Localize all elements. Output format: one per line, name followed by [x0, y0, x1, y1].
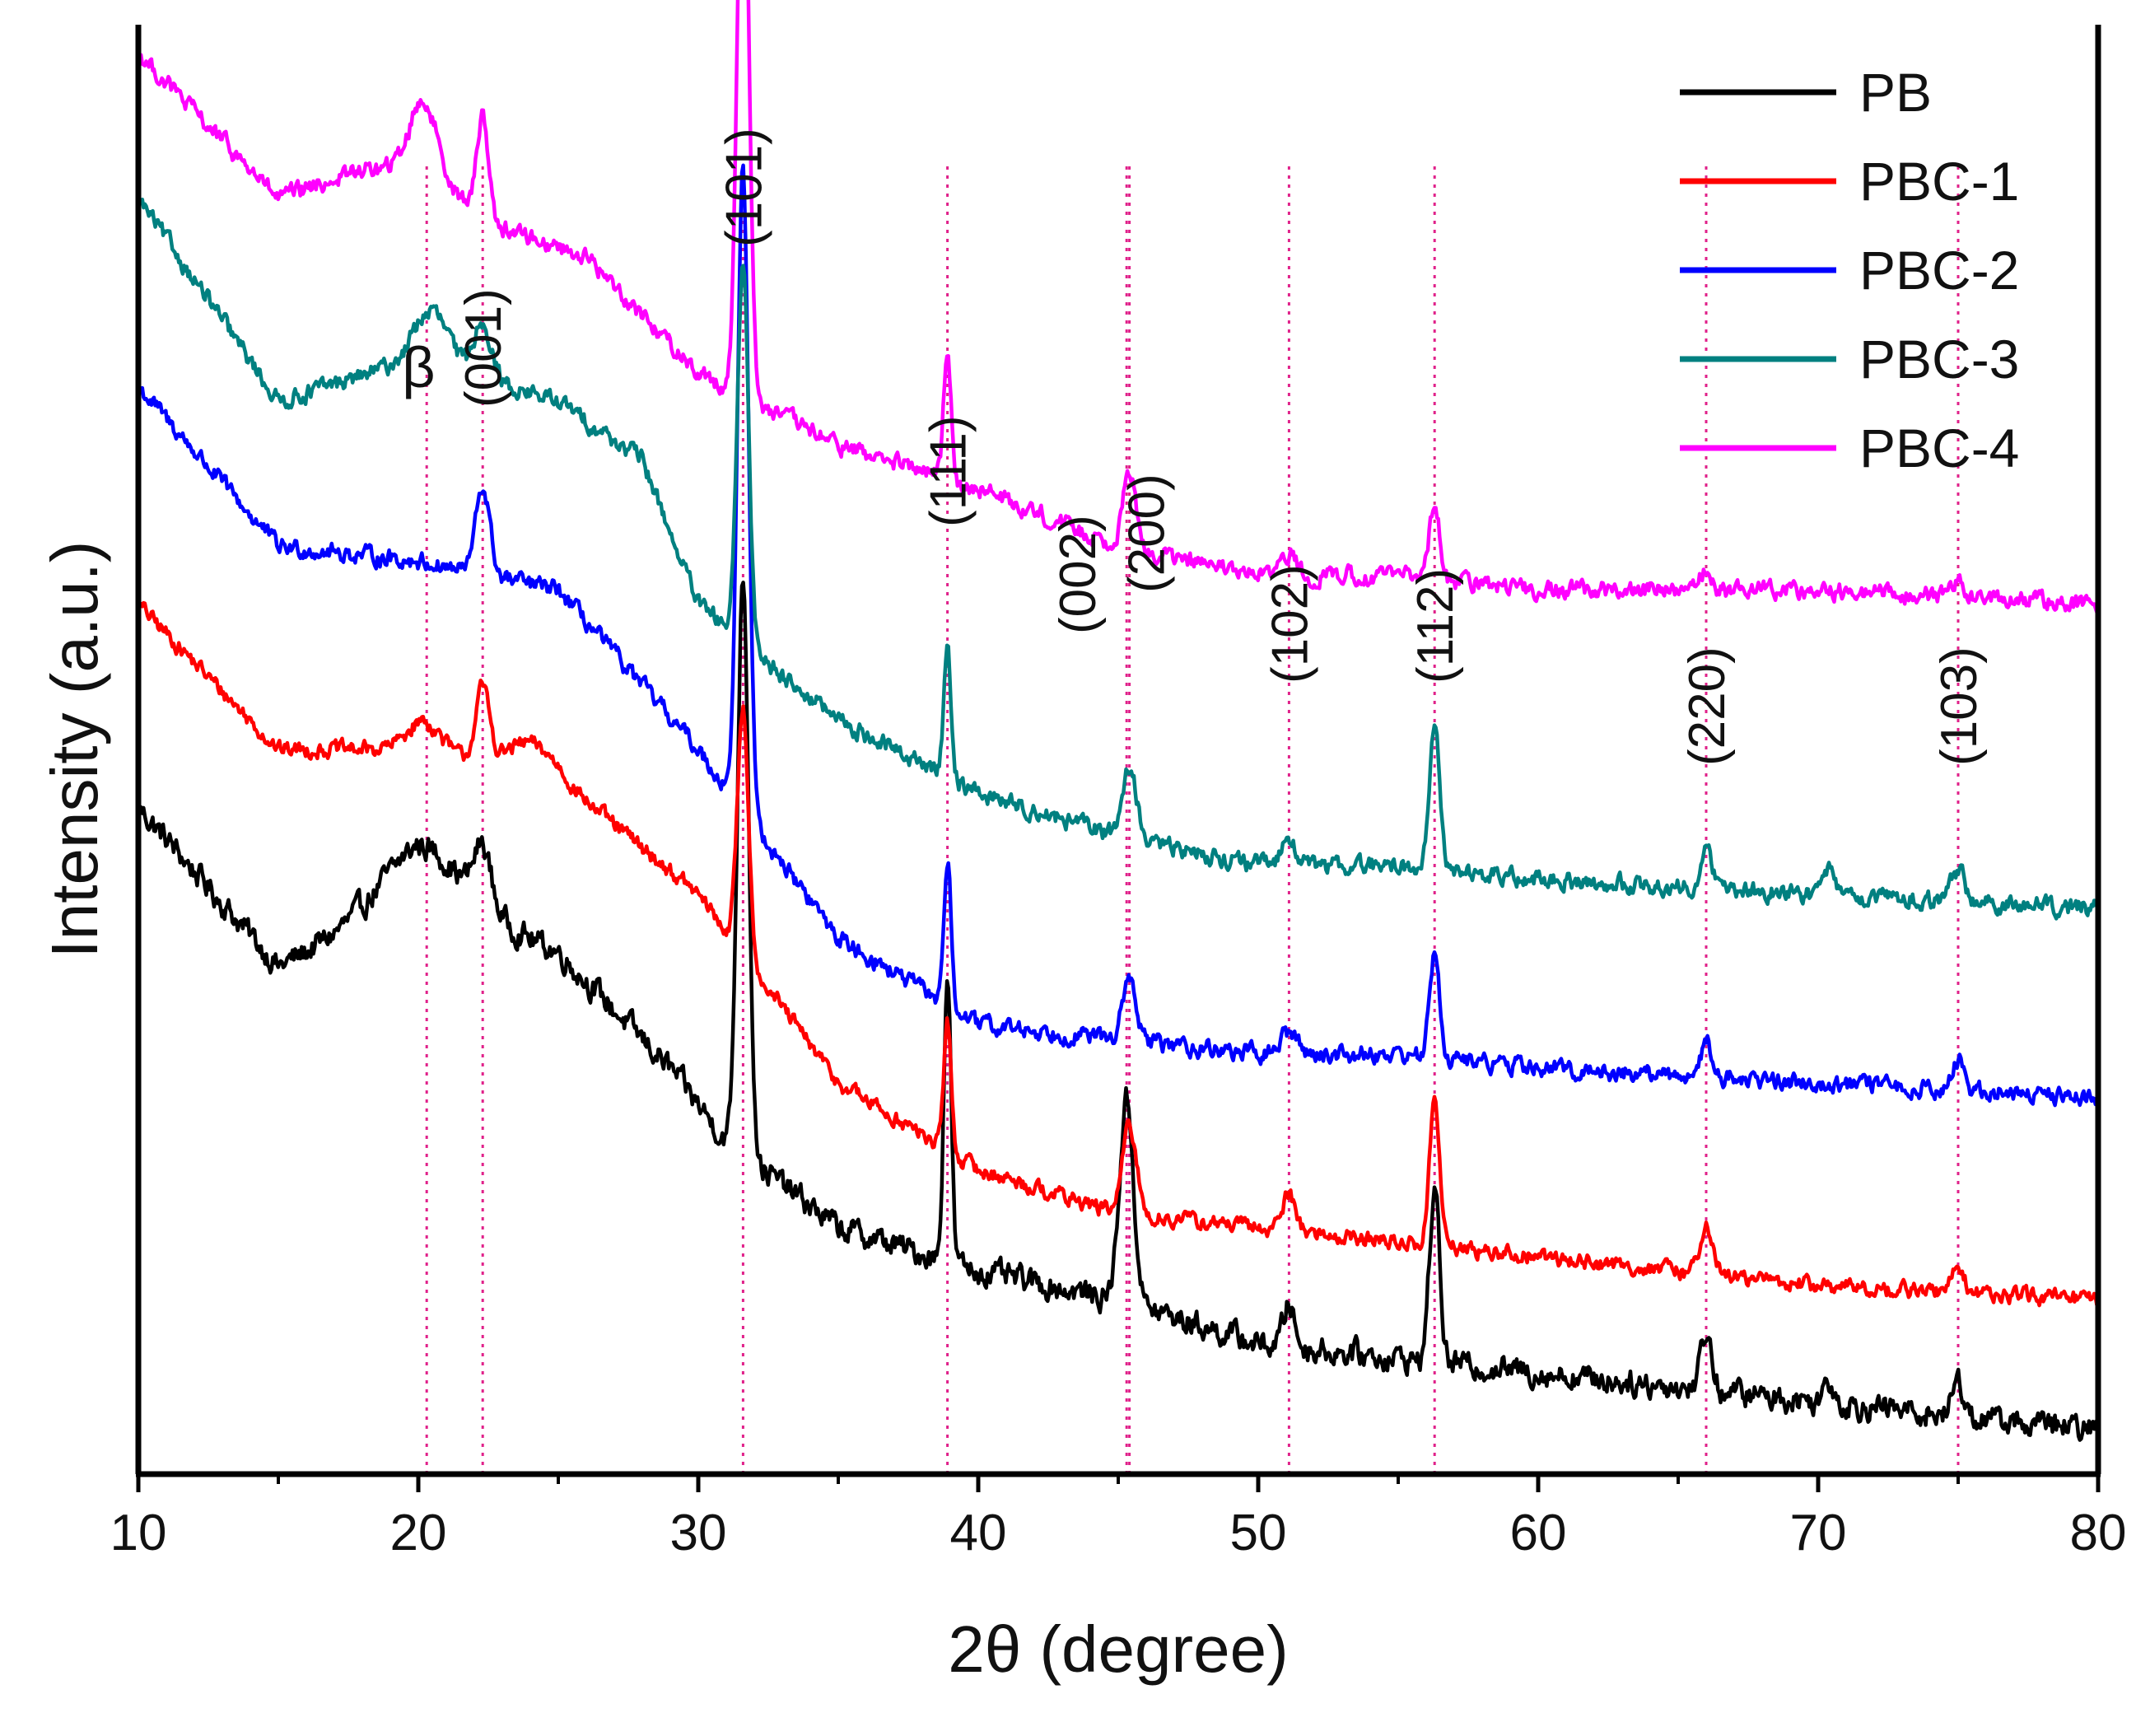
y-axis-title: Intensity (a.u.) — [38, 541, 111, 959]
legend-label-pbc-1: PBC-1 — [1859, 151, 2019, 212]
phase-marker-beta: β — [402, 335, 435, 399]
peak-label-200: (200) — [1119, 474, 1176, 593]
legend-label-pb: PB — [1859, 62, 1932, 123]
x-tick-label-10: 10 — [110, 1505, 167, 1561]
peak-label-111: (111) — [921, 415, 977, 527]
x-tick-label-40: 40 — [950, 1505, 1007, 1561]
series-line-pbc-4 — [136, 0, 2100, 615]
series-line-pbc-1 — [136, 600, 2101, 1308]
x-tick-label-80: 80 — [2070, 1505, 2127, 1561]
legend-label-pbc-3: PBC-3 — [1859, 329, 2019, 390]
peak-label-002: (002) — [1050, 515, 1107, 634]
legend: PB PBC-1 PBC-2 PBC-3 PBC-4 — [1680, 62, 2019, 478]
x-tick-label-70: 70 — [1790, 1505, 1847, 1561]
peak-label-103: (103) — [1931, 646, 1988, 766]
x-tick-label-20: 20 — [390, 1505, 447, 1561]
peak-label-112: (112) — [1407, 568, 1464, 684]
axes: 10 20 30 40 50 60 70 80 2θ (degree) Intensity (a.… — [38, 25, 2126, 1686]
peak-label-220: (220) — [1679, 646, 1736, 766]
x-tick-label-30: 30 — [670, 1505, 727, 1561]
x-axis-title: 2θ (degree) — [948, 1612, 1289, 1686]
reference-lines — [425, 165, 1960, 1474]
peak-label-101: (101) — [716, 128, 772, 247]
legend-label-pbc-4: PBC-4 — [1859, 418, 2019, 478]
series-line-pbc-2 — [137, 163, 2101, 1108]
x-tick-label-60: 60 — [1510, 1505, 1567, 1561]
series-line-pb — [136, 581, 2101, 1442]
peak-labels: (001) (101) (111) (002) (200) (102) (112) (220)… — [402, 128, 1988, 766]
series-layer — [136, 0, 2101, 1442]
peak-label-102: (102) — [1262, 564, 1318, 684]
peak-label-001: (001) — [455, 288, 512, 408]
series-line-pbc-3 — [136, 193, 2100, 921]
legend-label-pbc-2: PBC-2 — [1859, 240, 2019, 301]
x-tick-label-50: 50 — [1230, 1505, 1287, 1561]
